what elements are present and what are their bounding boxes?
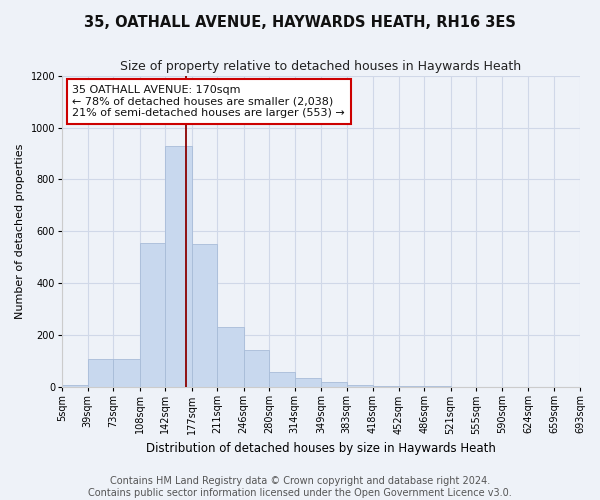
Bar — [451, 386, 476, 387]
Bar — [295, 378, 321, 387]
Bar — [269, 372, 295, 387]
Bar — [165, 146, 191, 387]
X-axis label: Distribution of detached houses by size in Haywards Heath: Distribution of detached houses by size … — [146, 442, 496, 455]
Title: Size of property relative to detached houses in Haywards Heath: Size of property relative to detached ho… — [121, 60, 521, 73]
Bar — [140, 243, 165, 387]
Y-axis label: Number of detached properties: Number of detached properties — [15, 144, 25, 319]
Bar — [113, 358, 140, 387]
Bar — [347, 384, 373, 387]
Text: 35 OATHALL AVENUE: 170sqm
← 78% of detached houses are smaller (2,038)
21% of se: 35 OATHALL AVENUE: 170sqm ← 78% of detac… — [73, 85, 345, 118]
Bar — [88, 358, 113, 387]
Bar — [244, 350, 269, 387]
Bar — [398, 386, 424, 387]
Text: 35, OATHALL AVENUE, HAYWARDS HEATH, RH16 3ES: 35, OATHALL AVENUE, HAYWARDS HEATH, RH16… — [84, 15, 516, 30]
Bar — [62, 384, 88, 387]
Bar — [217, 328, 244, 387]
Bar — [191, 244, 217, 387]
Bar — [373, 386, 398, 387]
Text: Contains HM Land Registry data © Crown copyright and database right 2024.
Contai: Contains HM Land Registry data © Crown c… — [88, 476, 512, 498]
Bar — [424, 386, 451, 387]
Bar — [321, 382, 347, 387]
